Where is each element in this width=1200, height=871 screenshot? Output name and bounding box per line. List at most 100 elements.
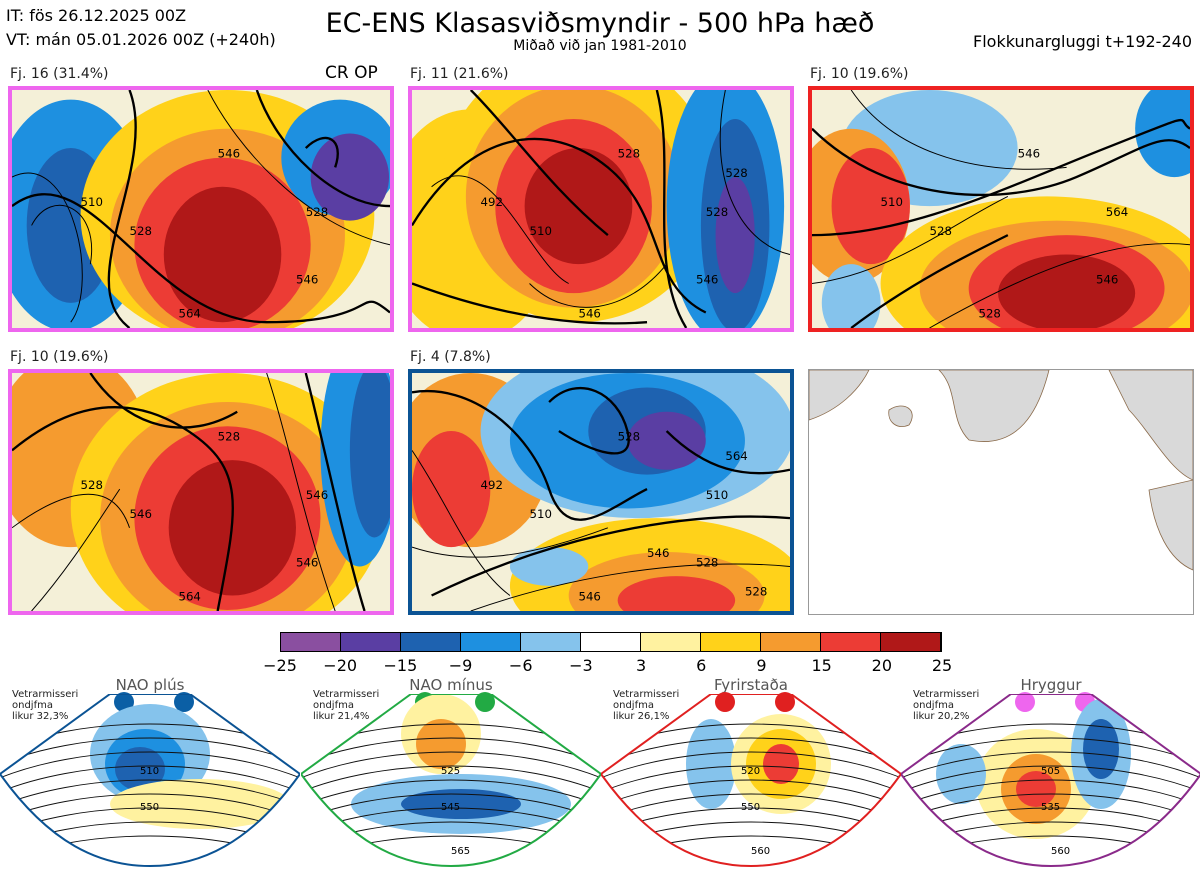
regime-meta: Vetrarmisseri ondjfma likur 32,3%	[12, 689, 78, 722]
height-contour	[12, 193, 390, 324]
regime-contour	[301, 779, 601, 811]
colorbar-segment	[581, 633, 641, 651]
regime-anomaly	[686, 719, 736, 809]
regime-title: NAO plús	[115, 676, 185, 694]
regime-contour-label: 560	[1051, 846, 1070, 857]
regime-outline	[301, 694, 601, 868]
cluster-map-5: 492 510 528 510 528 546 564 546 528	[412, 373, 790, 611]
colorbar-tick-label: 15	[811, 656, 832, 675]
height-contour	[207, 90, 390, 246]
panel-5-label: Fj. 4 (7.8%)	[410, 349, 491, 365]
contour-label: 546	[296, 273, 318, 287]
regime-meta-line: likur 21,4%	[313, 711, 370, 722]
cluster-panel-2: 492 510 528 528 546 546 528	[408, 86, 794, 332]
height-contour	[470, 563, 790, 611]
regime-marker-dot	[174, 692, 194, 712]
regime-meta-line: ondjfma	[12, 700, 53, 711]
regime-meta: Vetrarmisseri ondjfma likur 21,4%	[313, 689, 379, 722]
regime-meta-line: likur 26,1%	[613, 711, 670, 722]
height-contour	[12, 493, 130, 529]
anomaly-region	[349, 373, 390, 538]
contour-label: 492	[481, 195, 503, 209]
height-contour	[412, 450, 511, 596]
colorbar-tick-label: −9	[448, 656, 473, 675]
regime-title: NAO mínus	[409, 676, 493, 694]
colorbar-segment	[521, 633, 581, 651]
colorbar-tick-label: −6	[508, 656, 533, 675]
colorbar-segment	[641, 633, 701, 651]
regime-anomaly	[401, 789, 521, 819]
regime-contour	[0, 821, 300, 853]
colorbar-segment	[341, 633, 401, 651]
contour-label: 546	[296, 556, 318, 570]
colorbar-segment	[281, 633, 341, 651]
contour-label: 528	[81, 478, 103, 492]
regime-meta-line: Vetrarmisseri	[12, 689, 79, 700]
contour-label: 528	[725, 166, 747, 180]
height-contour	[304, 136, 339, 168]
anomaly-region	[509, 547, 589, 586]
regime-contour	[901, 765, 1200, 797]
height-contour	[12, 406, 234, 611]
regime-marker-dot	[475, 692, 495, 712]
height-contour	[31, 488, 121, 611]
anomaly-region	[831, 148, 910, 265]
regime-contour	[301, 751, 601, 783]
contour-label: 546	[1018, 147, 1040, 161]
contour-label: 528	[618, 430, 640, 444]
colorbar-tick-label: 9	[756, 656, 767, 675]
contour-label: 528	[306, 205, 328, 219]
height-contour	[31, 204, 93, 265]
regime-outline	[0, 694, 300, 868]
initial-time: IT: fös 26.12.2025 00Z	[6, 6, 187, 25]
colorbar-tick-label: 6	[696, 656, 707, 675]
regime-map: 510 550	[0, 694, 300, 868]
regime-meta-line: ondjfma	[313, 700, 354, 711]
contour-label: 546	[306, 488, 328, 502]
cluster-map-1: 510 528 546 528 546 564	[12, 90, 390, 328]
height-contour	[12, 172, 83, 323]
anomaly-region	[412, 431, 491, 548]
regime-marker-dot	[1015, 692, 1035, 712]
regime-meta-line: ondjfma	[613, 700, 654, 711]
regime-meta: Vetrarmisseri ondjfma likur 26,1%	[613, 689, 679, 722]
height-contour	[431, 175, 569, 284]
cluster-panel-5: 492 510 528 510 528 546 564 546 528	[408, 369, 794, 615]
colorbar-tick-label: −3	[569, 656, 593, 675]
regime-contour	[0, 751, 300, 783]
regime-marker-dot	[114, 692, 134, 712]
regime-meta-line: ondjfma	[913, 700, 954, 711]
height-contour	[412, 390, 648, 521]
contour-label: 510	[706, 488, 728, 502]
height-contour	[719, 90, 790, 255]
contour-label: 564	[178, 589, 200, 603]
colorbar-tick-label: −20	[323, 656, 358, 675]
height-contour	[89, 373, 238, 429]
regime-anomaly	[110, 779, 290, 829]
contour-label: 546	[1096, 273, 1118, 287]
colorbar-segment	[761, 633, 821, 651]
regime-anomaly	[763, 744, 799, 784]
height-contour	[812, 127, 1190, 197]
anomaly-region	[617, 576, 736, 611]
colorbar-tick-label: 20	[871, 656, 892, 675]
regime-contour-label: 535	[1041, 802, 1060, 813]
land-shape	[809, 370, 870, 421]
regime-contour	[901, 779, 1200, 811]
regime-title: Fyrirstaða	[714, 676, 788, 694]
regime-anomaly	[1083, 719, 1119, 779]
regime-contour-label: 545	[441, 802, 460, 813]
regime-contour	[601, 779, 901, 811]
contour-label: 528	[745, 585, 767, 599]
regime-contour	[601, 751, 901, 783]
colorbar-segment	[881, 633, 941, 651]
height-contour	[529, 263, 667, 308]
contour-label: 528	[706, 205, 728, 219]
panel-2-label: Fj. 11 (21.6%)	[410, 66, 509, 82]
classification-window: Flokkunargluggi t+192-240	[973, 32, 1192, 51]
land-shape	[1108, 370, 1193, 481]
land-shape	[1148, 479, 1193, 571]
regime-map: 505 535 560	[901, 694, 1200, 868]
height-contour	[431, 515, 790, 597]
colorbar-segment	[701, 633, 761, 651]
